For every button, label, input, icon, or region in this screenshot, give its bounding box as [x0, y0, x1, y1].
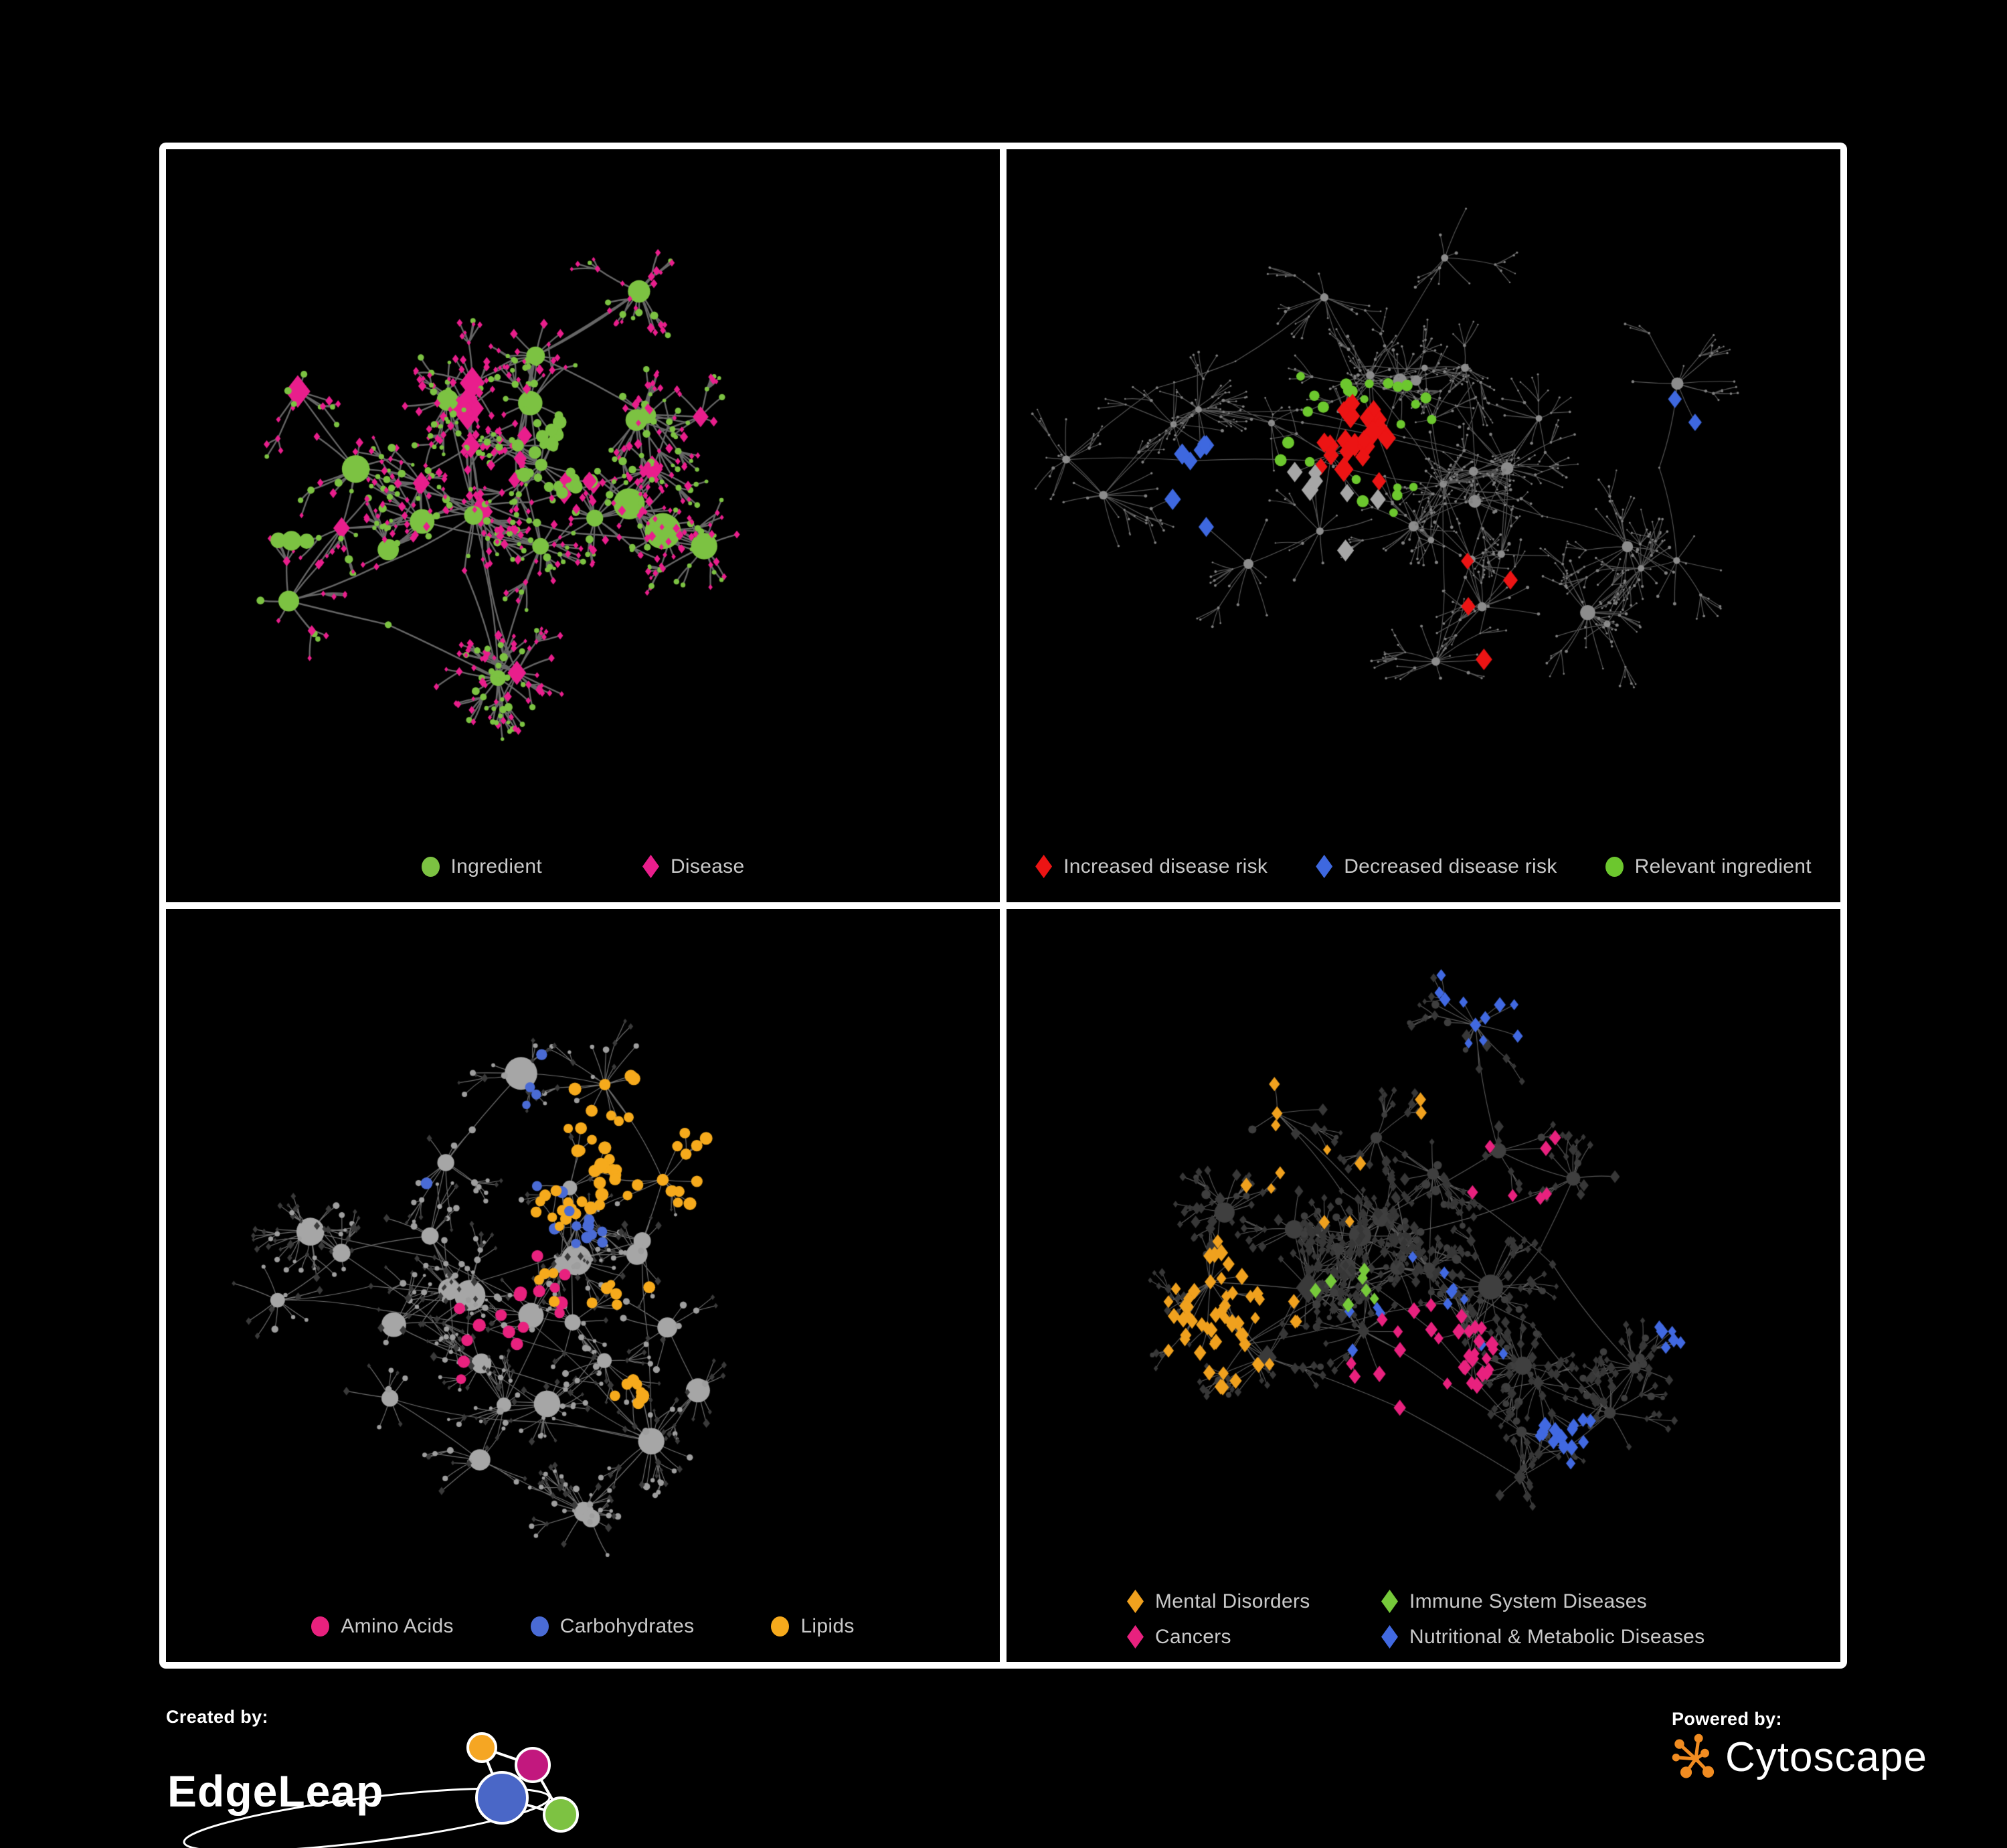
edgeleap-node-magenta: [515, 1747, 551, 1783]
legend-item-disease: Disease: [642, 855, 744, 878]
legend-label-cancers: Cancers: [1155, 1625, 1231, 1648]
legend-label-carbohydrates: Carbohydrates: [559, 1615, 695, 1637]
legend-item-mental-disorders: Mental Disorders: [1127, 1590, 1381, 1613]
lipids-marker-icon: [771, 1616, 790, 1636]
legend-item-carbohydrates: Carbohydrates: [530, 1615, 695, 1638]
immune-diseases-marker-icon: [1381, 1590, 1398, 1613]
ingredient-disease-network-canvas: [166, 149, 1000, 902]
legend-nutrients: Amino Acids Carbohydrates Lipids: [166, 1615, 1000, 1638]
legend-ingredient-disease: Ingredient Disease: [166, 855, 1000, 878]
legend-item-lipids: Lipids: [771, 1615, 854, 1638]
legend-label-amino-acids: Amino Acids: [341, 1615, 454, 1637]
cytoscape-wordmark: Cytoscape: [1725, 1734, 1927, 1780]
cytoscape-credit: Powered by:: [1672, 1709, 1927, 1782]
legend-label-decreased-risk: Decreased disease risk: [1344, 855, 1557, 877]
nutrient-network-canvas: [166, 909, 1000, 1662]
relevant-ingredient-marker-icon: [1605, 856, 1624, 877]
legend-label-mental-disorders: Mental Disorders: [1155, 1590, 1310, 1612]
ingredient-marker-icon: [421, 856, 440, 877]
legend-label-immune-diseases: Immune System Diseases: [1409, 1590, 1648, 1612]
carbohydrates-marker-icon: [530, 1616, 549, 1636]
legend-label-lipids: Lipids: [800, 1615, 855, 1637]
powered-by-label: Powered by:: [1672, 1709, 1782, 1729]
legend-item-nutritional-metabolic: Nutritional & Metabolic Diseases: [1381, 1625, 1705, 1649]
legend-label-nutritional-metabolic: Nutritional & Metabolic Diseases: [1409, 1625, 1705, 1648]
cancers-marker-icon: [1127, 1625, 1144, 1649]
decreased-risk-marker-icon: [1316, 855, 1333, 878]
legend-item-immune-diseases: Immune System Diseases: [1381, 1590, 1705, 1613]
legend-label-ingredient: Ingredient: [450, 855, 542, 877]
edgeleap-logo: EdgeLeap: [167, 1732, 579, 1848]
legend-item-relevant-ingredient: Relevant ingredient: [1605, 855, 1812, 878]
panel-nutrient-categories: Amino Acids Carbohydrates Lipids: [166, 909, 1000, 1662]
legend-label-increased-risk: Increased disease risk: [1063, 855, 1268, 877]
panel-disease-risk: Increased disease risk Decreased disease…: [1007, 149, 1840, 902]
edgeleap-node-blue: [475, 1771, 529, 1825]
legend-item-amino-acids: Amino Acids: [311, 1615, 453, 1638]
panel-ingredient-disease: Ingredient Disease: [166, 149, 1000, 902]
panel-disease-categories: Mental Disorders Immune System Diseases …: [1007, 909, 1840, 1662]
increased-risk-marker-icon: [1035, 855, 1053, 878]
legend-item-decreased-risk: Decreased disease risk: [1316, 855, 1557, 878]
legend-item-increased-risk: Increased disease risk: [1035, 855, 1268, 878]
nutritional-metabolic-marker-icon: [1381, 1625, 1398, 1649]
disease-categories-network-canvas: [1007, 909, 1840, 1662]
disease-risk-network-canvas: [1007, 149, 1840, 902]
edgeleap-credit: Created by: EdgeLeap: [166, 1707, 608, 1848]
legend-disease-categories: Mental Disorders Immune System Diseases …: [1127, 1590, 1705, 1649]
legend-label-disease: Disease: [670, 855, 745, 877]
legend-item-ingredient: Ingredient: [421, 855, 542, 878]
cytoscape-icon: [1672, 1734, 1715, 1778]
created-by-label: Created by:: [166, 1707, 268, 1727]
legend-label-relevant-ingredient: Relevant ingredient: [1634, 855, 1812, 877]
disease-marker-icon: [642, 855, 659, 878]
amino-acids-marker-icon: [311, 1616, 330, 1636]
legend-item-cancers: Cancers: [1127, 1625, 1381, 1649]
mental-disorders-marker-icon: [1127, 1590, 1144, 1613]
edgeleap-node-orange: [466, 1732, 497, 1763]
edgeleap-wordmark: EdgeLeap: [167, 1766, 383, 1816]
legend-disease-risk: Increased disease risk Decreased disease…: [1007, 855, 1840, 878]
panel-grid: Ingredient Disease Increased disease ris…: [159, 143, 1847, 1669]
edgeleap-node-green: [543, 1796, 579, 1833]
